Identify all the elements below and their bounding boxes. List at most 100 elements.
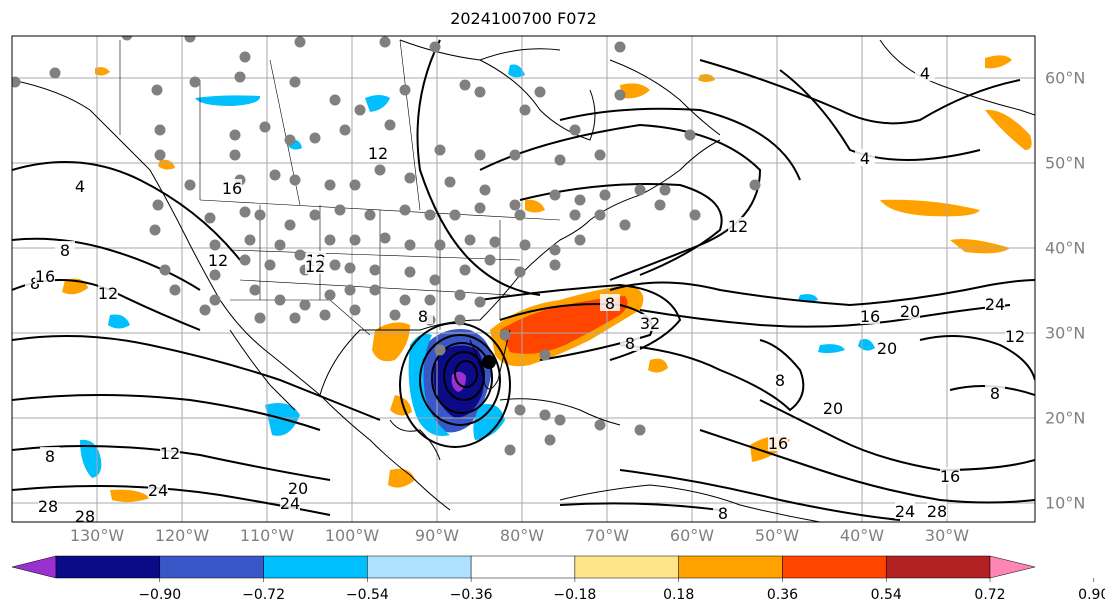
station-marker — [334, 204, 346, 216]
station-marker — [319, 309, 331, 321]
contour-line — [699, 429, 1035, 504]
contour-label-bg — [208, 251, 228, 268]
station-marker — [344, 284, 356, 296]
shade-patch-hudson — [195, 95, 261, 106]
station-marker — [151, 84, 163, 96]
longitude-label: 90°W — [414, 526, 460, 545]
station-marker — [199, 304, 211, 316]
latitude-label: 10°N — [1045, 493, 1086, 513]
contour-label-bg — [713, 504, 733, 521]
contour-label: 12 — [160, 444, 180, 463]
station-marker — [514, 404, 526, 416]
colorbar-segment — [885, 555, 991, 579]
contour-label: 28 — [927, 502, 947, 521]
shade-patch-6 — [818, 344, 845, 354]
contour-line — [416, 39, 541, 296]
contour-ring — [399, 322, 511, 448]
shade-patch-east2 — [950, 239, 1010, 254]
contour-label: 8 — [718, 504, 728, 523]
colorbar — [11, 555, 1095, 582]
station-marker — [654, 199, 666, 211]
station-marker — [121, 36, 133, 41]
station-marker — [509, 199, 521, 211]
station-marker — [289, 174, 301, 186]
contour-line — [619, 339, 805, 412]
station-marker-layer — [12, 36, 761, 456]
coast-yucatan — [389, 419, 441, 461]
colorbar-extend-low — [11, 555, 57, 579]
contour-label-bg — [305, 257, 325, 274]
contour-label: 12 — [1005, 327, 1025, 346]
shade-patch-nw — [365, 95, 390, 112]
contour-label-bg — [98, 284, 118, 301]
contour-label: 8 — [990, 384, 1000, 403]
contour-line — [12, 335, 381, 421]
station-marker — [594, 419, 606, 431]
station-marker — [539, 409, 551, 421]
station-marker — [244, 234, 256, 246]
contour-label: 4 — [75, 177, 85, 196]
station-marker — [154, 124, 166, 136]
colorbar-tick-label: 0.54 — [870, 587, 902, 603]
station-marker — [539, 349, 551, 361]
storm-center-marker — [482, 355, 496, 369]
station-marker — [239, 206, 251, 218]
station-marker — [364, 209, 376, 221]
station-marker — [299, 299, 311, 311]
contour-label: 12 — [728, 217, 748, 236]
station-marker — [434, 144, 446, 156]
contour-label-bg — [985, 384, 1005, 401]
station-marker — [339, 124, 351, 136]
station-marker — [239, 51, 251, 63]
station-marker — [389, 309, 401, 321]
contour-line — [619, 469, 901, 521]
station-marker — [152, 199, 164, 211]
contour-label: 28 — [38, 497, 58, 516]
station-marker — [689, 209, 701, 221]
station-marker — [474, 86, 486, 98]
longitude-label: 40°W — [839, 526, 885, 545]
contour-label-bg — [222, 179, 242, 196]
longitude-label: 110°W — [239, 526, 295, 545]
station-marker — [289, 312, 301, 324]
colorbar-segment — [263, 555, 368, 579]
shade-warm-band-inner — [500, 296, 628, 354]
contour-label-bg — [70, 177, 90, 194]
contour-label: 20 — [823, 399, 843, 418]
station-marker — [384, 119, 396, 131]
station-marker — [634, 424, 646, 436]
station-marker — [184, 36, 196, 43]
station-marker — [294, 249, 306, 261]
contour-label: 24 — [148, 481, 168, 500]
contour-ring — [419, 334, 501, 426]
station-marker — [514, 209, 526, 221]
station-marker — [519, 239, 531, 251]
coast-baja — [229, 329, 296, 411]
coast-labrador — [609, 59, 721, 136]
longitude-label: 60°W — [669, 526, 715, 545]
contour-ring — [431, 342, 493, 414]
station-marker — [209, 294, 221, 306]
contour-label-bg — [160, 444, 180, 461]
station-marker — [634, 184, 646, 196]
contour-line — [919, 335, 1035, 381]
longitude-label: 80°W — [499, 526, 545, 545]
station-marker — [154, 149, 166, 161]
station-marker — [554, 414, 566, 426]
contour-label-bg — [288, 479, 308, 496]
station-marker — [509, 149, 521, 161]
station-marker — [444, 176, 456, 188]
latitude-label: 20°N — [1045, 408, 1086, 428]
contour-label: 20 — [900, 302, 920, 321]
contour-label: 12 — [98, 284, 118, 303]
colorbar-segment — [574, 555, 679, 579]
shade-patch-pac4 — [110, 489, 150, 503]
contour-label-bg — [895, 502, 915, 519]
station-marker — [434, 344, 446, 356]
station-marker — [459, 79, 471, 91]
colorbar-tick-label: 0.18 — [663, 587, 695, 603]
contour-label-bg — [368, 144, 388, 161]
contour-line — [639, 304, 1011, 328]
shade-patch-lab — [620, 83, 650, 99]
